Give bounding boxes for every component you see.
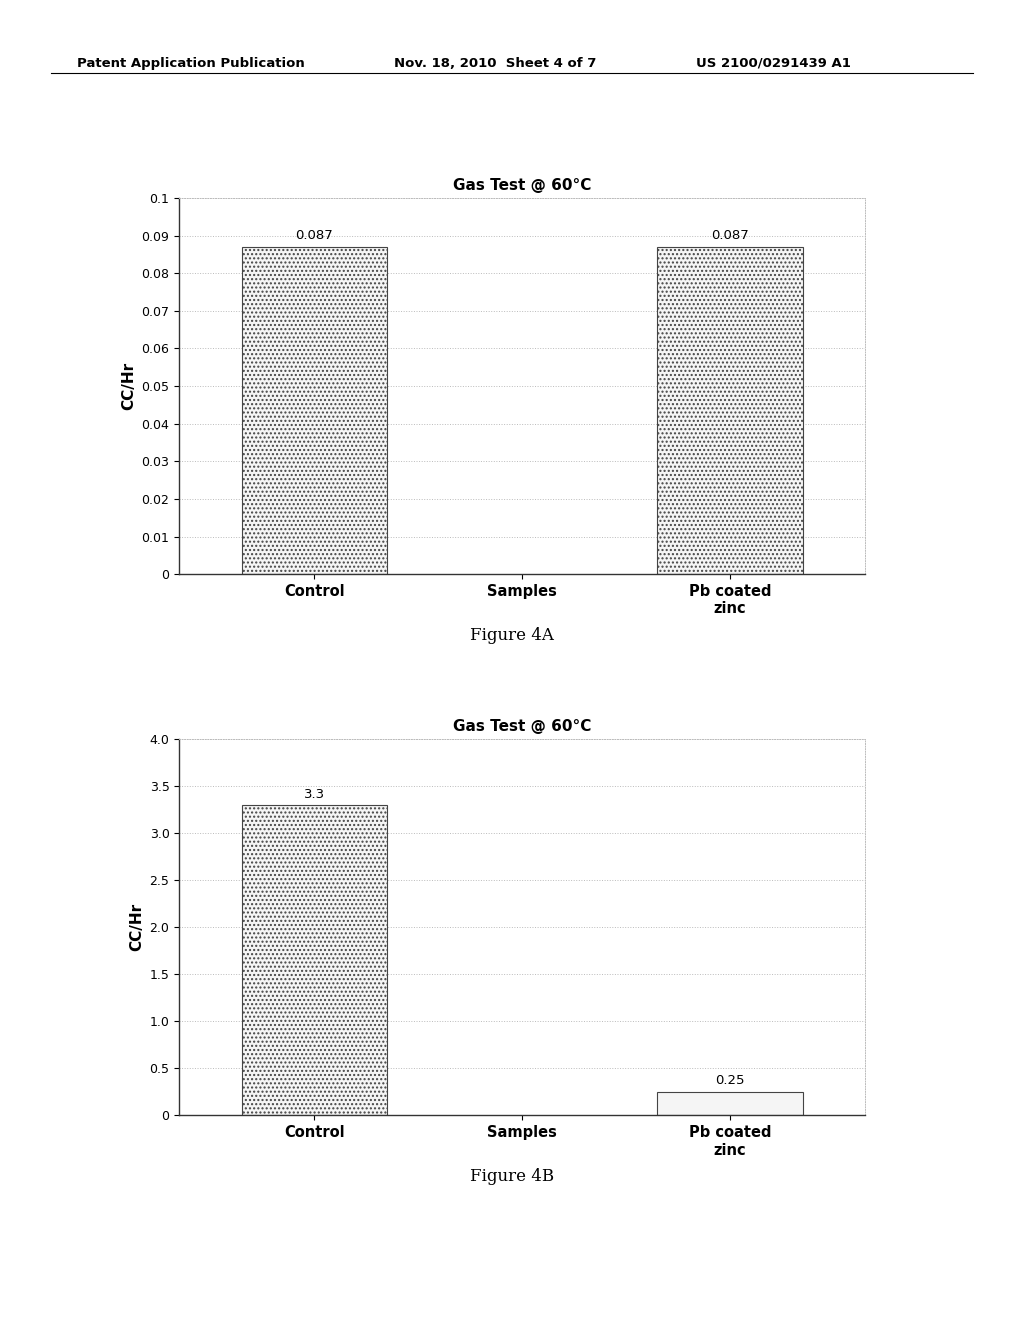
Title: Gas Test @ 60°C: Gas Test @ 60°C (453, 719, 592, 734)
Text: Nov. 18, 2010  Sheet 4 of 7: Nov. 18, 2010 Sheet 4 of 7 (394, 57, 597, 70)
Bar (657, 247, 803, 574)
Bar (242, 805, 387, 1115)
Text: Patent Application Publication: Patent Application Publication (77, 57, 304, 70)
Text: Figure 4B: Figure 4B (470, 1168, 554, 1185)
Text: 0.087: 0.087 (712, 230, 749, 243)
Title: Gas Test @ 60°C: Gas Test @ 60°C (453, 178, 592, 193)
Bar (657, 1092, 803, 1115)
Text: 0.087: 0.087 (296, 230, 333, 243)
Text: Figure 4A: Figure 4A (470, 627, 554, 644)
Text: 3.3: 3.3 (304, 788, 325, 800)
Text: 0.25: 0.25 (716, 1074, 744, 1088)
Text: US 2100/0291439 A1: US 2100/0291439 A1 (696, 57, 851, 70)
Y-axis label: CC/Hr: CC/Hr (121, 362, 136, 411)
Bar (242, 247, 387, 574)
Y-axis label: CC/Hr: CC/Hr (129, 903, 144, 952)
